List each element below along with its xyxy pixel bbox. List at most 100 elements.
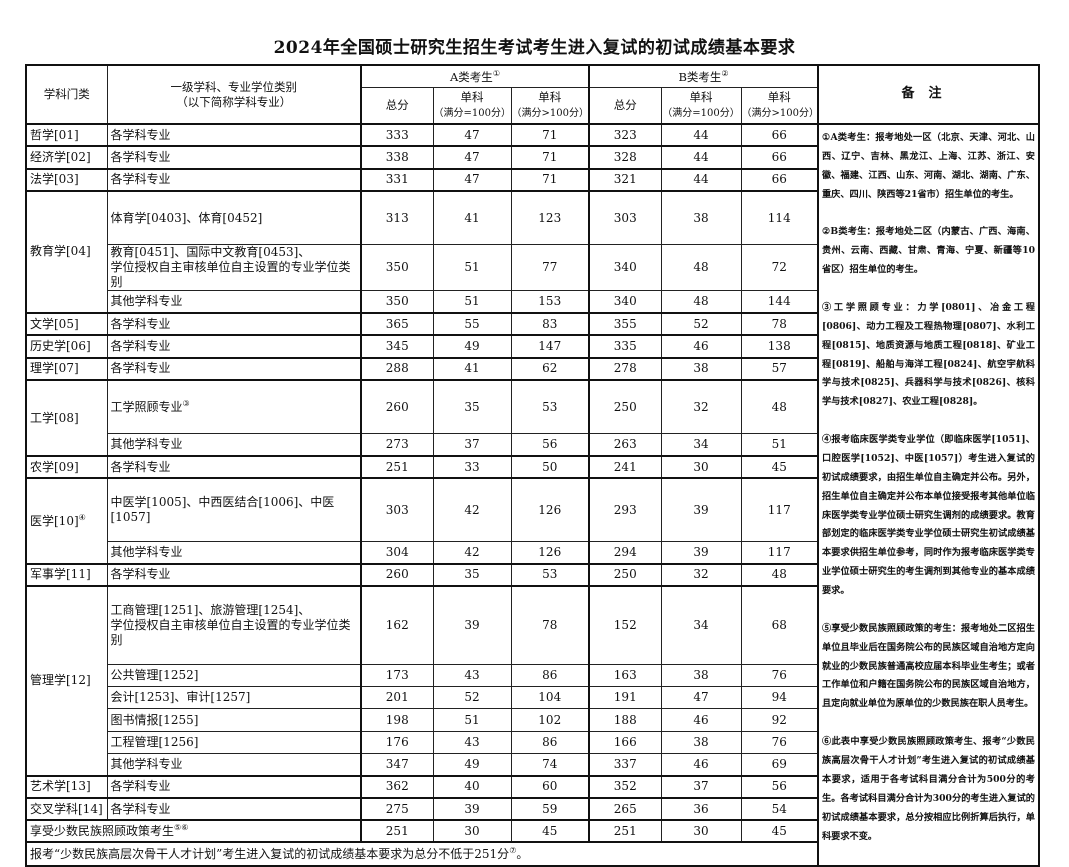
header-subject-line2: （以下简称学科专业） (176, 94, 292, 109)
a-single-over100-cell: 153 (510, 290, 590, 314)
a-single-100-cell: 39 (432, 797, 512, 821)
subject-cell: 体育学[0403]、体育[0452] (106, 189, 362, 246)
category-label: 教育学[04] (30, 244, 91, 259)
b-single-100-cell: 30 (660, 455, 742, 479)
category-cell: 管理学[12] (25, 585, 108, 777)
subject-label: 各学科专业 (110, 567, 171, 582)
subject-label: 会计[1253]、审计[1257] (110, 690, 251, 705)
subject-label: 教育[0451]、国际中文教育[0453]、 (110, 245, 311, 260)
a-total-cell: 347 (360, 752, 434, 777)
b-single-100-cell: 39 (660, 477, 742, 543)
b-total-cell: 188 (588, 708, 662, 732)
header-group-a: A类考生① (360, 64, 590, 88)
total-label: 总分 (613, 98, 637, 113)
a-total-cell: 350 (360, 290, 434, 314)
subject-label: 各学科专业 (110, 316, 171, 331)
a-total-cell: 338 (360, 145, 434, 170)
category-label: 交叉学科[14] (30, 801, 103, 816)
b-single-over100-cell: 76 (740, 663, 819, 688)
subject-cell: 各学科专业 (106, 312, 362, 336)
a-total-cell: 365 (360, 312, 434, 336)
subject-label: 其他学科专业 (110, 756, 183, 771)
subject-label: 工商管理[1251]、旅游管理[1254]、 (110, 602, 311, 617)
table-row: 医学[10]④ 中医学[1005]、中西医结合[1006]、中医[1057] 303… (25, 477, 1039, 565)
a-minority-cell: 30 (432, 819, 512, 843)
b-total-cell: 152 (588, 585, 662, 665)
category-label: 医学[10] (30, 514, 79, 529)
table-row: 会计[1253]、审计[1257] 201 52 104 191 47 94 (26, 686, 1039, 710)
b-total-cell: 335 (588, 334, 662, 359)
a-total-cell: 260 (360, 562, 434, 587)
b-total-cell: 337 (588, 752, 662, 777)
b-total-cell: 340 (588, 290, 662, 314)
subject-cell: 各学科专业 (106, 562, 362, 587)
category-label: 农学[09] (30, 459, 79, 474)
b-single-over100-cell: 45 (740, 455, 819, 479)
b-single-over100-cell: 114 (740, 189, 819, 246)
subject-cell: 其他学科专业 (106, 290, 362, 314)
a-single-over100-cell: 77 (510, 244, 590, 292)
subject-label-line2: 学位授权自主审核单位自主设置的专业学位类别 (110, 260, 351, 290)
category-footnote: ④ (78, 513, 86, 523)
minority-footnote: ⑤⑥ (174, 823, 189, 833)
a-total-cell: 198 (360, 708, 434, 732)
a-single-over100-cell: 53 (510, 562, 590, 587)
table-row: 农学[09] 各学科专业 251 33 50 241 30 45 (25, 455, 1039, 479)
b-single-100-cell: 44 (660, 145, 742, 170)
a-single-100-cell: 51 (432, 290, 512, 314)
subject-cell: 各学科专业 (106, 356, 362, 381)
b-total-cell: 166 (588, 730, 662, 754)
b-total-cell: 250 (588, 562, 662, 587)
a-single-over100-cell: 59 (510, 797, 590, 821)
remark-item: ③工学照顾专业：力学[0801]、冶金工程[0806]、动力工程及工程热物理[0… (822, 302, 1035, 408)
b-single-100-cell: 46 (660, 708, 742, 732)
subject-label: 各学科专业 (110, 459, 171, 474)
a-single-over100-cell: 102 (510, 708, 590, 732)
subject-cell: 工商管理[1251]、旅游管理[1254]、 学位授权自主审核单位自主设置的专业学… (106, 585, 362, 665)
subject-cell: 图书情报[1255] (106, 708, 362, 732)
score-table: 学科门类 一级学科、专业学位类别 （以下简称学科专业） A类考生① B类考生② 备… (25, 64, 1040, 867)
b-total-cell: 321 (588, 167, 662, 192)
b-single-over100-cell: 94 (740, 686, 819, 710)
subject-cell: 各学科专业 (106, 797, 362, 821)
subject-label: 各学科专业 (110, 779, 171, 794)
subject-label: 工学照顾专业 (110, 400, 183, 415)
header-a-total: 总分 (360, 86, 434, 125)
a-single-100-cell: 55 (432, 312, 512, 336)
b-single-100-cell: 34 (660, 433, 742, 457)
b-total-cell: 163 (588, 663, 662, 688)
a-single-100-cell: 35 (432, 378, 512, 435)
a-single-100-cell: 52 (432, 686, 512, 710)
a-total-cell: 313 (360, 189, 434, 246)
category-cell: 工学[08] (25, 378, 108, 457)
b-single-over100-cell: 117 (740, 477, 819, 543)
subject-label: 其他学科专业 (110, 544, 183, 559)
category-label: 历史学[06] (30, 339, 91, 354)
full-score-label: （满分=100分） (433, 107, 511, 119)
b-single-over100-cell: 66 (740, 145, 819, 170)
a-single-over100-cell: 104 (510, 686, 590, 710)
group-b-footnote: ② (721, 68, 729, 78)
a-single-100-cell: 43 (432, 663, 512, 688)
subject-label: 图书情报[1255] (110, 712, 199, 727)
category-label: 军事学[11] (30, 567, 91, 582)
a-single-over100-cell: 74 (510, 752, 590, 777)
full-score-label: （满分>100分） (741, 107, 819, 119)
b-total-cell: 263 (588, 433, 662, 457)
footer-text: 报考“少数民族高层次骨干人才计划”考生进入复试的初试成绩基本要求为总分不低于25… (30, 847, 510, 862)
b-total-cell: 278 (588, 356, 662, 381)
a-single-100-cell: 42 (432, 477, 512, 543)
a-total-cell: 345 (360, 334, 434, 359)
remark-item: ⑤享受少数民族照顾政策的考生：报考地处二区招生单位且毕业后在国务院公布的民族区域… (822, 622, 1035, 710)
table-row: 军事学[11] 各学科专业 260 35 53 250 32 48 (25, 562, 1039, 587)
b-single-100-cell: 48 (660, 290, 742, 314)
category-label: 艺术学[13] (30, 779, 91, 794)
a-total-cell: 173 (360, 663, 434, 688)
table-row: 经济学[02] 各学科专业 338 47 71 328 44 66 (25, 145, 1039, 170)
subject-cell: 其他学科专业 (106, 433, 362, 457)
minority-label: 享受少数民族照顾政策考生 (30, 824, 175, 839)
a-single-over100-cell: 50 (510, 455, 590, 479)
b-single-100-cell: 37 (660, 774, 742, 799)
b-single-100-cell: 38 (660, 730, 742, 754)
header-remarks: 备注 (817, 64, 1040, 125)
